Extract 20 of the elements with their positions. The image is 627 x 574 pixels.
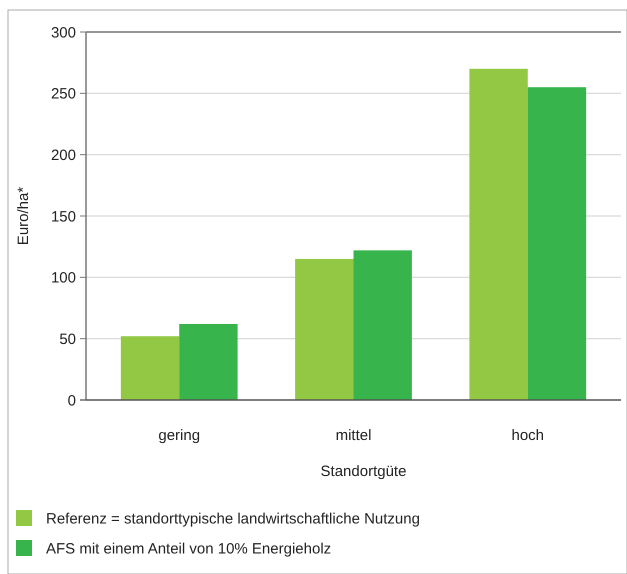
legend-label: Referenz = standorttypische landwirtschaftliche Nutzung <box>46 510 420 528</box>
bar <box>120 336 180 400</box>
bar <box>528 87 586 400</box>
y-tick-label: 300 <box>50 24 76 42</box>
y-tick-label: 50 <box>59 330 76 348</box>
y-tick-label: 150 <box>50 208 76 226</box>
legend-label: AFS mit einem Anteil von 10% Energieholz <box>46 540 332 558</box>
y-tick-label: 250 <box>50 86 76 103</box>
y-tick-label: 0 <box>68 392 76 410</box>
x-tick-label: mittel <box>336 427 372 444</box>
x-tick-label: gering <box>158 427 200 444</box>
y-axis-title: Euro/ha* <box>15 186 32 246</box>
y-tick-label: 100 <box>50 270 76 287</box>
x-axis-title: Standortgüte <box>320 463 406 480</box>
x-tick-label: hoch <box>512 427 544 444</box>
bar <box>354 250 412 400</box>
y-tick-label: 200 <box>50 146 76 164</box>
bar <box>179 324 238 400</box>
bar <box>469 68 528 400</box>
bar <box>295 258 354 400</box>
